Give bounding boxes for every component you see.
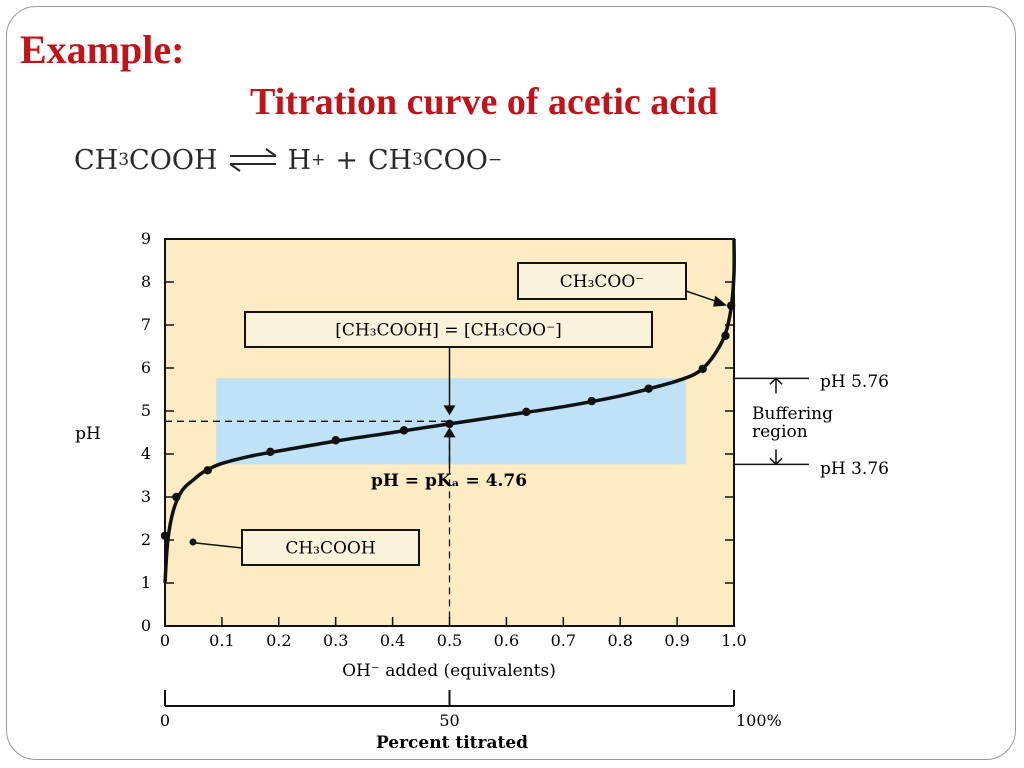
x-tick-label: 0.2	[266, 631, 291, 650]
ph-low-label: pH 3.76	[820, 459, 889, 479]
equilibrium-arrows-icon	[228, 148, 277, 172]
y-tick-label: 0	[141, 616, 151, 635]
buffering-label-line2: region	[752, 422, 808, 442]
y-tick-label: 3	[141, 487, 151, 506]
pka-down-arrow-icon	[443, 405, 456, 416]
y-tick-label: 8	[141, 272, 151, 291]
buffering-label-line1: Buffering	[752, 404, 833, 424]
reactant-b: COOH	[129, 144, 218, 176]
curve-point	[522, 407, 531, 417]
product2-sub: 3	[412, 150, 423, 170]
axis-ticks: 0 1 2 3 4 5 6 7 8 9 0 0.1 0.2 0.3 0.4 0.5 0.6 0.7 0.8 0.9 1.…	[141, 229, 747, 650]
percent-axis: 0 50 100%	[160, 690, 782, 730]
bracket-bottom-arrow-icon	[769, 457, 783, 466]
y-tick-label: 9	[141, 229, 151, 248]
x-tick-label: 0	[160, 631, 170, 650]
ch3cooh-annotation-label: CH₃COOH	[285, 539, 375, 559]
curve-point	[203, 466, 212, 475]
y-tick-label: 6	[141, 358, 151, 377]
titration-curve	[163, 238, 736, 584]
x-tick-label: 0.3	[323, 631, 348, 650]
plus-sign: +	[335, 144, 358, 176]
curve-point	[445, 419, 454, 429]
curve-point	[644, 384, 653, 393]
x-tick-label: 0.4	[380, 631, 405, 650]
curve-point	[726, 301, 736, 310]
slide-title: Titration curve of acetic acid	[250, 81, 718, 123]
product2-b: COO	[423, 144, 488, 176]
dissociation-equation: CH 3 COOH H + + CH 3 COO −	[74, 140, 502, 180]
ch3coo-arrow-icon	[713, 295, 728, 307]
pka-up-arrow-icon	[443, 427, 456, 438]
equal-concentration-annotation-box	[244, 311, 653, 348]
percent-tick-label: 100%	[736, 711, 782, 730]
curve-point	[172, 492, 181, 502]
percent-axis-label: Percent titrated	[376, 733, 528, 753]
percent-tick-label: 0	[160, 711, 170, 730]
y-tick-label: 1	[141, 573, 151, 592]
bracket-top-arrow-icon	[769, 377, 783, 385]
product2-a: CH	[367, 144, 413, 176]
pka-text: pH = pKₐ = 4.76	[371, 471, 527, 491]
product2-charge: −	[487, 150, 503, 170]
x-tick-label: 0.1	[209, 631, 234, 650]
guide-lines	[165, 377, 809, 626]
y-tick-label: 2	[141, 530, 151, 549]
annotations: CH₃COO⁻ [CH₃COOH] = [CH₃COO⁻] CH₃COOH pH = …	[189, 262, 889, 566]
curve-point	[266, 447, 275, 457]
x-tick-label: 0.7	[551, 631, 576, 650]
y-tick-label: 4	[141, 444, 151, 463]
x-tick-label: 0.6	[494, 631, 519, 650]
equal-concentration-annotation-label: [CH₃COOH] = [CH₃COO⁻]	[335, 321, 561, 341]
ch3cooh-pointer	[195, 542, 243, 549]
ch3coo-annotation-label: CH₃COO⁻	[560, 272, 645, 292]
curve-point	[399, 426, 409, 435]
y-tick-label: 7	[141, 315, 151, 334]
curve-point	[721, 331, 730, 340]
slide-frame	[6, 6, 1016, 760]
x-tick-label: 0.8	[607, 631, 632, 650]
curve-point	[698, 364, 707, 374]
y-axis-label: pH	[75, 424, 101, 444]
reactant-sub: 3	[118, 150, 130, 170]
product-h-charge: +	[311, 150, 326, 170]
ch3coo-annotation-box	[517, 262, 687, 300]
percent-tick-label: 50	[439, 711, 459, 730]
x-tick-label: 0.5	[437, 631, 462, 650]
curve-markers	[160, 301, 736, 540]
x-axis-label: OH⁻ added (equivalents)	[342, 661, 556, 681]
curve-point	[587, 396, 596, 406]
ph-high-label: pH 5.76	[820, 372, 889, 392]
slide-heading: Example:	[20, 27, 185, 72]
x-tick-label: 1.0	[721, 631, 746, 650]
ch3cooh-pointer-dot	[189, 538, 197, 546]
reactant-a: CH	[74, 144, 119, 176]
curve-point	[160, 531, 170, 540]
y-tick-label: 5	[141, 401, 151, 420]
curve-point	[331, 436, 340, 445]
x-tick-label: 0.9	[664, 631, 689, 650]
product-h: H	[287, 144, 312, 176]
